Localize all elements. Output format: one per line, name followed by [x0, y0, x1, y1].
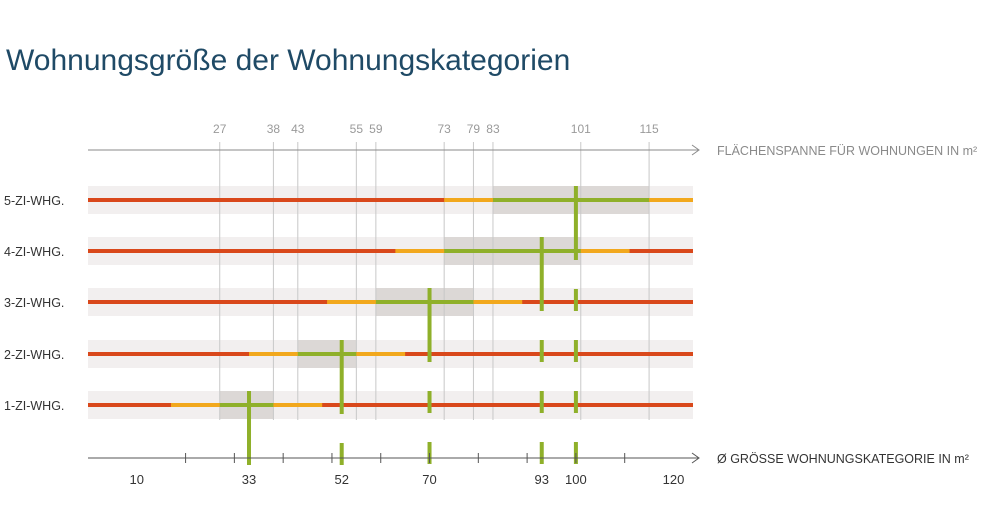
- top-tick-label: 59: [369, 122, 383, 136]
- labels: 5-ZI-WHG. 4-ZI-WHG. 3-ZI-WHG. 2-ZI-WHG. 1-ZI…: [4, 122, 977, 487]
- bottom-axis-arrow: [691, 452, 700, 464]
- row-label: 4-ZI-WHG.: [4, 245, 64, 259]
- row-label: 2-ZI-WHG.: [4, 348, 64, 362]
- bottom-tick-label: 120: [663, 472, 685, 487]
- range-lines: [88, 198, 693, 407]
- tick-guides: [219, 142, 650, 420]
- top-tick-label: 73: [437, 122, 451, 136]
- top-tick-label: 79: [467, 122, 481, 136]
- top-tick-label: 115: [640, 122, 659, 136]
- row-label: 5-ZI-WHG.: [4, 194, 64, 208]
- top-axis-label: FLÄCHENSPANNE FÜR WOHNUNGEN IN m²: [717, 144, 977, 158]
- bottom-tick-label: 52: [334, 472, 348, 487]
- top-tick-label: 55: [350, 122, 364, 136]
- top-tick-label: 101: [571, 122, 591, 136]
- bottom-tick-label: 100: [565, 472, 587, 487]
- bottom-axis-label: Ø GRÖSSE WOHNUNGSKATEGORIE IN m²: [717, 452, 969, 466]
- bottom-tick-label: 33: [242, 472, 256, 487]
- row-label: 3-ZI-WHG.: [4, 296, 64, 310]
- chart-title: Wohnungsgröße der Wohnungskategorien: [6, 44, 571, 77]
- axes: [88, 144, 700, 464]
- top-axis-arrow: [691, 144, 700, 156]
- top-tick-label: 43: [291, 122, 305, 136]
- top-tick-label: 83: [486, 122, 500, 136]
- mean-markers: [247, 186, 578, 482]
- bottom-tick-label: 93: [535, 472, 549, 487]
- row-label: 1-ZI-WHG.: [4, 399, 64, 413]
- top-tick-label: 38: [267, 122, 281, 136]
- bottom-tick-label: 70: [422, 472, 436, 487]
- bottom-tick-label: 10: [130, 472, 144, 487]
- top-tick-label: 27: [213, 122, 227, 136]
